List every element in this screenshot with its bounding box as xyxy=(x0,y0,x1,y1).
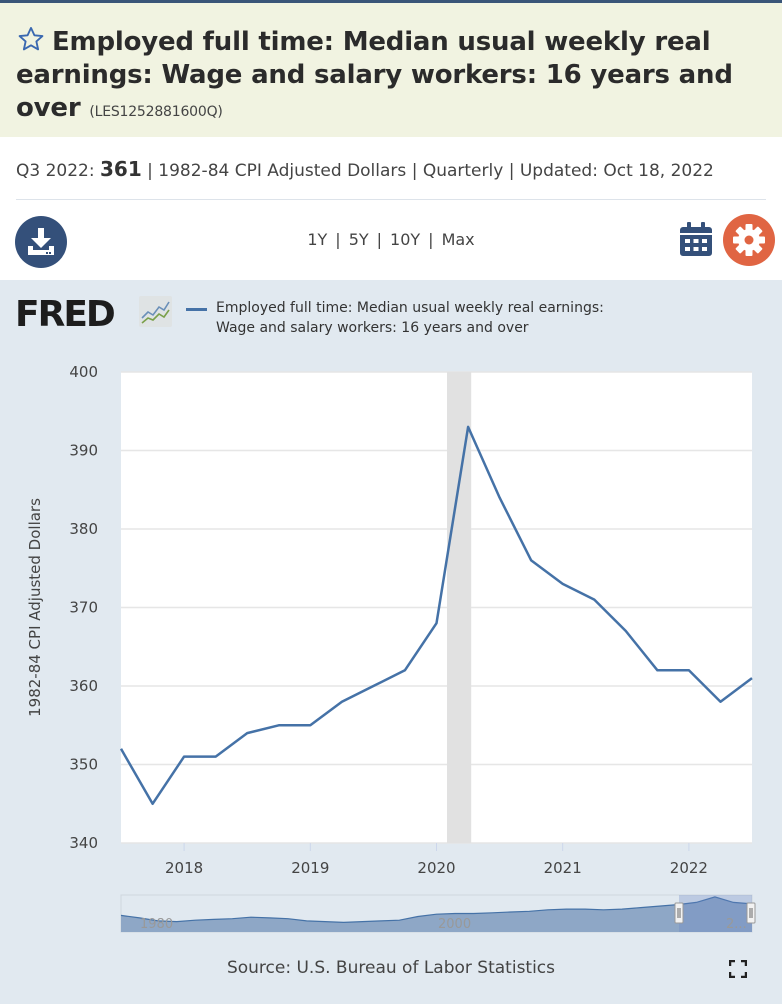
calendar-button[interactable] xyxy=(680,222,712,256)
meta-sep: | xyxy=(508,161,520,181)
recession-shade xyxy=(447,372,472,843)
download-icon xyxy=(28,228,54,255)
download-button[interactable] xyxy=(15,216,67,268)
meta-sep: | xyxy=(147,161,159,181)
range-5y[interactable]: 5Y xyxy=(348,230,369,249)
data-point[interactable] xyxy=(276,722,282,728)
fullscreen-icon xyxy=(728,959,748,979)
navigator-handle[interactable] xyxy=(674,902,684,924)
x-tick-label: 2019 xyxy=(291,859,329,877)
data-point[interactable] xyxy=(181,754,187,760)
data-point[interactable] xyxy=(560,581,566,587)
series-title: Employed full time: Median usual weekly … xyxy=(16,27,733,123)
data-point[interactable] xyxy=(528,557,534,563)
fullscreen-button[interactable] xyxy=(728,959,748,979)
range-10y[interactable]: 10Y xyxy=(390,230,421,249)
line-chart: 340 350 360 370 380 390 400 2018 2019 2020 2021 202… xyxy=(26,363,756,933)
calendar-icon xyxy=(680,222,712,256)
data-point[interactable] xyxy=(213,754,219,760)
range-sep: | xyxy=(376,230,383,249)
data-point[interactable] xyxy=(370,683,376,689)
fred-graph-icon xyxy=(139,296,172,327)
data-point[interactable] xyxy=(623,628,629,634)
latest-value: 361 xyxy=(100,157,142,181)
navigator-label: 2... xyxy=(726,917,747,932)
navigator-handle[interactable] xyxy=(746,902,756,924)
data-point[interactable] xyxy=(591,597,597,603)
x-tick-label: 2022 xyxy=(670,859,708,877)
range-sep: | xyxy=(335,230,341,249)
data-point[interactable] xyxy=(434,620,440,626)
units-label: 1982-84 CPI Adjusted Dollars xyxy=(158,161,407,181)
settings-button[interactable] xyxy=(723,214,775,266)
y-tick-label: 370 xyxy=(69,599,98,617)
y-tick-label: 340 xyxy=(69,834,98,852)
range-1y[interactable]: 1Y xyxy=(307,230,328,249)
divider xyxy=(16,199,766,200)
range-max[interactable]: Max xyxy=(441,230,475,249)
navigator-label: 1980 xyxy=(140,917,173,932)
data-point[interactable] xyxy=(686,667,692,673)
data-point[interactable] xyxy=(402,667,408,673)
top-accent-bar xyxy=(0,0,782,3)
date-range-selector: 1Y | 5Y | 10Y | Max xyxy=(0,230,782,249)
period-label: Q3 2022: xyxy=(16,161,95,181)
page-title: Employed full time: Median usual weekly … xyxy=(16,25,766,129)
x-tick-label: 2021 xyxy=(544,859,582,877)
legend-label: Employed full time: Median usual weekly … xyxy=(216,300,604,336)
navigator-line xyxy=(120,896,753,924)
y-tick-label: 350 xyxy=(69,756,98,774)
series-meta: Q3 2022: 361 | 1982-84 CPI Adjusted Doll… xyxy=(0,137,782,199)
title-section: Employed full time: Median usual weekly … xyxy=(0,3,782,137)
data-point[interactable] xyxy=(150,801,156,807)
series-id: (LES1252881600Q) xyxy=(89,104,223,120)
navigator-label: 2000 xyxy=(438,917,471,932)
data-point[interactable] xyxy=(749,675,755,681)
legend-swatch xyxy=(186,308,207,311)
x-tick-label: 2018 xyxy=(165,859,203,877)
y-tick-label: 360 xyxy=(69,677,98,695)
meta-sep: | xyxy=(411,161,423,181)
data-point[interactable] xyxy=(118,746,124,752)
data-point[interactable] xyxy=(497,495,503,501)
data-point[interactable] xyxy=(654,667,660,673)
star-outline-icon[interactable] xyxy=(16,25,46,53)
y-tick-label: 390 xyxy=(69,442,98,460)
chart-toolbar: 1Y | 5Y | 10Y | Max xyxy=(0,200,782,280)
fred-logo[interactable]: FRED xyxy=(15,294,116,335)
data-point[interactable] xyxy=(717,699,723,705)
data-point[interactable] xyxy=(465,424,471,430)
navigator-selection[interactable] xyxy=(679,895,752,932)
updated-label: Updated: xyxy=(519,161,598,181)
data-point[interactable] xyxy=(307,722,313,728)
data-point[interactable] xyxy=(244,730,250,736)
gear-icon xyxy=(733,224,765,256)
chart-panel: FRED Employed full time: Median usual we… xyxy=(0,280,782,1004)
updated-date: Oct 18, 2022 xyxy=(603,161,714,181)
source-note: Source: U.S. Bureau of Labor Statistics xyxy=(226,958,556,978)
data-point[interactable] xyxy=(339,699,345,705)
y-axis-title: 1982-84 CPI Adjusted Dollars xyxy=(26,498,44,717)
range-sep: | xyxy=(428,230,434,249)
series-line xyxy=(119,425,753,806)
y-tick-label: 380 xyxy=(69,520,98,538)
frequency-label: Quarterly xyxy=(422,161,504,181)
y-tick-label: 400 xyxy=(69,363,98,381)
x-tick-label: 2020 xyxy=(417,859,455,877)
